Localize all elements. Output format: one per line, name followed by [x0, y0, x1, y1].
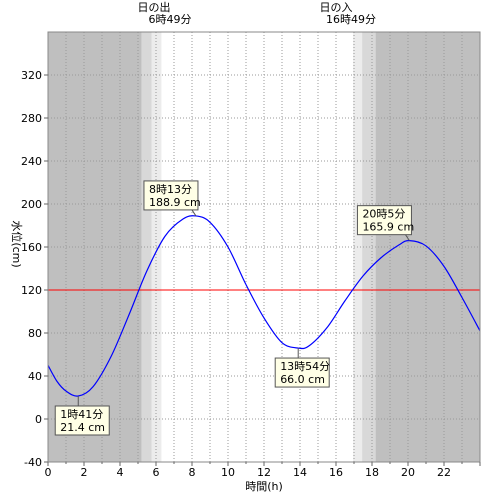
y-tick-label: 200 — [21, 198, 42, 211]
annotation-time: 8時13分 — [149, 183, 192, 196]
x-tick-label: 20 — [401, 466, 415, 479]
x-tick-label: 12 — [257, 466, 271, 479]
twilight-band — [362, 32, 376, 462]
sunrise-label: 日の出 — [138, 0, 171, 14]
sunset-label: 日の入 — [320, 1, 353, 14]
x-tick-label: 8 — [189, 466, 196, 479]
annotation-time: 13時54分 — [280, 360, 330, 373]
tide-line — [47, 215, 481, 397]
night-band — [48, 32, 142, 462]
annotation-box — [274, 357, 330, 388]
twilight-band — [141, 32, 152, 462]
x-tick-labels: 0 2 4 6 8 10 12 14 16 18 20 22 — [45, 462, 481, 479]
annotation-box — [356, 205, 412, 236]
annotation-box — [54, 405, 110, 436]
y-tick-label: -40 — [24, 456, 42, 469]
y-tick-label: 40 — [28, 370, 42, 383]
annotation-value: 21.4 cm — [60, 421, 105, 434]
x-tick-label: 0 — [45, 466, 52, 479]
sunset-time: 16時49分 — [326, 13, 376, 26]
y-tick-label: 280 — [21, 112, 42, 125]
y-tick-labels: -40 0 40 80 120 160 200 240 280 320 — [21, 69, 48, 469]
x-tick-label: 16 — [329, 466, 343, 479]
annotation-pointer — [191, 209, 197, 217]
x-axis-label: 時間(h) — [245, 480, 283, 493]
x-tick-label: 22 — [437, 466, 451, 479]
y-tick-label: 160 — [21, 241, 42, 254]
x-tick-label: 18 — [365, 466, 379, 479]
annotation-value: 188.9 cm — [149, 196, 201, 209]
y-tick-label: 120 — [21, 284, 42, 297]
annotation-time: 20時5分 — [362, 208, 405, 221]
x-tick-label: 4 — [117, 466, 124, 479]
x-tick-label: 2 — [81, 466, 88, 479]
annotation-value: 66.0 cm — [280, 373, 325, 386]
annotation-box — [143, 180, 199, 211]
annotation-value: 165.9 cm — [362, 221, 414, 234]
y-tick-label: 80 — [28, 327, 42, 340]
sunrise-time: 6時49分 — [149, 13, 192, 26]
y-tick-label: 320 — [21, 69, 42, 82]
x-tick-label: 14 — [293, 466, 307, 479]
x-tick-label: 10 — [221, 466, 235, 479]
y-tick-label: 240 — [21, 155, 42, 168]
annotation-time: 1時41分 — [60, 408, 103, 421]
y-axis-label: 水位(cm) — [10, 220, 24, 267]
x-tick-label: 6 — [153, 466, 160, 479]
y-tick-label: 0 — [35, 413, 42, 426]
annotation-pointer — [405, 234, 410, 241]
grid-lines — [48, 32, 480, 462]
